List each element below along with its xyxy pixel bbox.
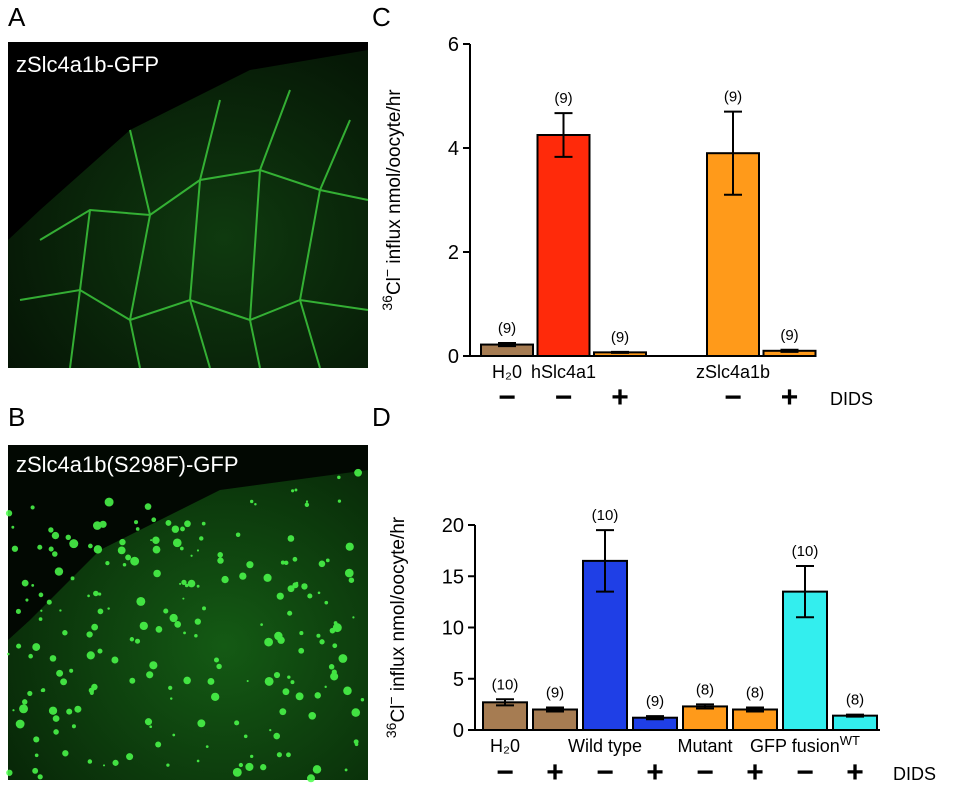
y-tick-label: 20 bbox=[442, 515, 464, 537]
y-tick-label: 0 bbox=[453, 720, 464, 742]
y-tick-label: 5 bbox=[453, 669, 464, 691]
panel-label: B bbox=[8, 402, 25, 432]
n-label: (8) bbox=[846, 692, 864, 709]
error-bar bbox=[596, 529, 614, 593]
y-tick-label: 10 bbox=[442, 618, 464, 640]
x-tick-label: Wild type bbox=[568, 736, 642, 756]
dids-sign: − bbox=[555, 381, 573, 414]
y-tick-label: 6 bbox=[448, 34, 459, 56]
dids-sign: + bbox=[546, 756, 564, 789]
n-label: (9) bbox=[554, 90, 572, 107]
dids-label: DIDS bbox=[830, 389, 873, 409]
y-tick-label: 2 bbox=[448, 242, 459, 264]
y-axis-label-part: − bbox=[383, 696, 399, 704]
n-label: (9) bbox=[780, 327, 798, 344]
n-label: (9) bbox=[724, 89, 742, 106]
error-bar bbox=[546, 706, 564, 713]
n-label: (9) bbox=[546, 684, 564, 701]
micrograph-b: zSlc4a1b(S298F)-GFP bbox=[5, 445, 368, 783]
x-tick-label-sup: WT bbox=[840, 733, 860, 748]
y-axis-label-part: 36 bbox=[383, 722, 399, 738]
dids-sign: + bbox=[611, 381, 629, 414]
dids-sign: + bbox=[646, 756, 664, 789]
y-tick-label: 0 bbox=[448, 346, 459, 368]
n-label: (10) bbox=[792, 543, 819, 560]
y-axis-label-part: − bbox=[379, 269, 395, 277]
bar bbox=[832, 714, 878, 732]
dids-sign: + bbox=[746, 756, 764, 789]
error-bar bbox=[780, 348, 799, 353]
x-tick-label-text: H₂0 bbox=[492, 362, 522, 382]
x-tick-label-text: H₂0 bbox=[490, 736, 520, 756]
y-axis-label: 36Cl− influx nmol/oocyte/hr bbox=[383, 516, 409, 738]
bar bbox=[536, 134, 591, 357]
bar bbox=[682, 705, 728, 731]
n-label: (8) bbox=[696, 681, 714, 698]
bar bbox=[532, 708, 578, 731]
n-label: (8) bbox=[746, 684, 764, 701]
x-tick-label-text: GFP fusion bbox=[750, 736, 840, 756]
error-bar bbox=[846, 713, 864, 718]
dids-sign: + bbox=[846, 756, 864, 789]
dids-sign: − bbox=[724, 381, 742, 414]
n-label: (10) bbox=[592, 507, 619, 524]
y-axis-label-part: influx nmol/oocyte/hr bbox=[388, 516, 409, 696]
y-axis-label-part: Cl bbox=[384, 277, 405, 295]
x-tick-label-text: zSlc4a1b bbox=[696, 362, 770, 382]
dids-sign: − bbox=[498, 381, 516, 414]
y-axis-label-part: Cl bbox=[388, 705, 409, 723]
micrograph-a: zSlc4a1b-GFP bbox=[8, 42, 369, 369]
x-tick-label: hSlc4a1 bbox=[531, 362, 596, 382]
y-axis-label-part: 36 bbox=[379, 295, 395, 311]
y-axis-label-part: influx nmol/oocyte/hr bbox=[384, 89, 405, 269]
y-tick-label: 15 bbox=[442, 566, 464, 588]
dids-sign: − bbox=[796, 756, 814, 789]
n-label: (10) bbox=[492, 676, 519, 693]
error-bar bbox=[498, 342, 516, 348]
dids-sign: − bbox=[496, 756, 514, 789]
x-tick-label: Mutant bbox=[677, 736, 732, 756]
dids-sign: − bbox=[696, 756, 714, 789]
panel-label: D bbox=[372, 402, 391, 432]
error-bar bbox=[554, 112, 573, 158]
n-label: (9) bbox=[611, 329, 629, 346]
bar bbox=[732, 708, 778, 731]
error-bar bbox=[496, 698, 514, 707]
error-bar bbox=[746, 706, 764, 713]
x-tick-label-text: Mutant bbox=[677, 736, 732, 756]
error-bar bbox=[796, 565, 814, 619]
dids-label: DIDS bbox=[893, 764, 936, 784]
x-tick-label: zSlc4a1b bbox=[696, 362, 770, 382]
panel-label: C bbox=[372, 2, 391, 32]
error-bar bbox=[724, 110, 742, 196]
error-bar bbox=[611, 350, 629, 354]
dids-sign: + bbox=[781, 381, 799, 414]
x-tick-label: GFP fusionWT bbox=[750, 733, 860, 757]
x-tick-label-text: hSlc4a1 bbox=[531, 362, 596, 382]
bar bbox=[482, 701, 528, 732]
y-tick-label: 4 bbox=[448, 138, 459, 160]
x-tick-label: H₂0 bbox=[492, 362, 522, 382]
image-label: zSlc4a1b(S298F)-GFP bbox=[16, 452, 239, 477]
image-label: zSlc4a1b-GFP bbox=[16, 52, 159, 77]
panel-label: A bbox=[8, 2, 26, 32]
n-label: (9) bbox=[498, 320, 516, 337]
x-tick-label: H₂0 bbox=[490, 736, 520, 756]
n-label: (9) bbox=[646, 693, 664, 710]
y-axis-label: 36Cl− influx nmol/oocyte/hr bbox=[379, 89, 405, 311]
x-tick-label-text: Wild type bbox=[568, 736, 642, 756]
dids-sign: − bbox=[596, 756, 614, 789]
error-bar bbox=[646, 715, 664, 721]
error-bar bbox=[696, 703, 714, 710]
